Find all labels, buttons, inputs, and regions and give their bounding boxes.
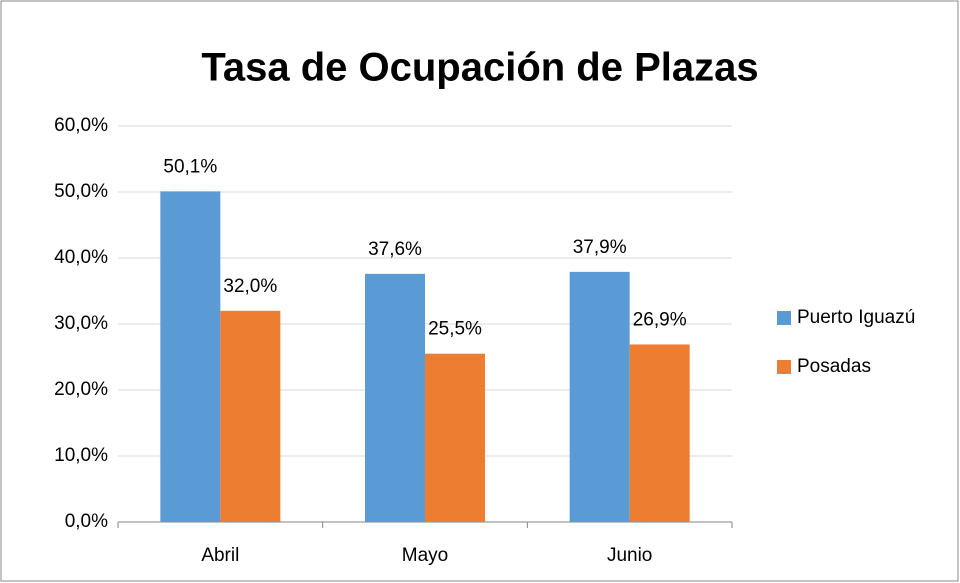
y-tick-label: 30,0%: [54, 313, 108, 334]
legend-label: Posadas: [797, 356, 871, 377]
legend-label: Puerto Iguazú: [797, 307, 915, 328]
data-label: 37,6%: [368, 239, 422, 260]
data-label: 50,1%: [163, 156, 217, 177]
bar: [569, 271, 630, 522]
y-tick-label: 60,0%: [54, 115, 108, 136]
x-tick-label: Junio: [607, 545, 652, 566]
y-tick-label: 20,0%: [54, 379, 108, 400]
x-tick-label: Abril: [201, 545, 239, 566]
data-label: 32,0%: [223, 276, 277, 297]
legend-swatch: [777, 360, 791, 374]
y-tick-label: 50,0%: [54, 181, 108, 202]
bar: [425, 353, 485, 522]
data-label: 37,9%: [573, 237, 627, 258]
bar: [220, 310, 281, 522]
y-tick-label: 40,0%: [54, 247, 108, 268]
bar: [365, 273, 425, 522]
chart-title: Tasa de Ocupación de Plazas: [201, 46, 758, 90]
x-tick-label: Mayo: [402, 545, 448, 566]
y-tick-label: 0,0%: [65, 511, 108, 532]
bar: [629, 344, 690, 522]
y-tick-label: 10,0%: [54, 445, 108, 466]
data-label: 26,9%: [633, 309, 687, 330]
bar: [160, 191, 221, 522]
legend-swatch: [777, 311, 791, 325]
data-label: 25,5%: [428, 319, 482, 340]
